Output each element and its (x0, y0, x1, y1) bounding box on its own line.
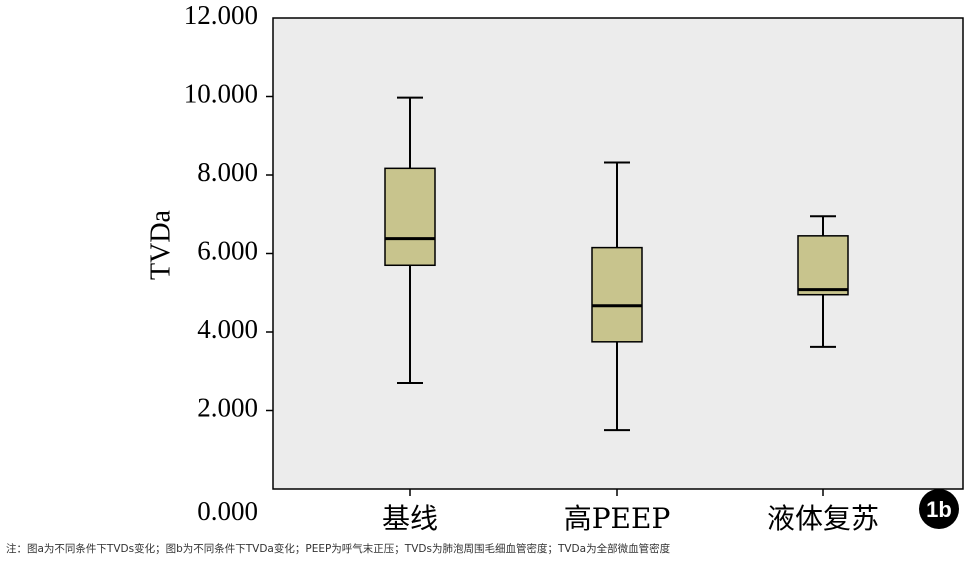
y-tick-label: 2.000 (197, 393, 258, 423)
y-axis: 0.000 2.000 4.000 6.000 8.000 10.000 12.000 (184, 0, 273, 526)
badge-circle (919, 489, 959, 529)
figure-badge: 1b (919, 489, 959, 529)
x-tick-label: 液体复苏 (767, 502, 879, 535)
box-series (384, 96, 849, 432)
x-axis: 基线 高PEEP 液体复苏 (382, 489, 879, 535)
y-tick-label: 12.000 (184, 0, 258, 30)
y-tick-label: 6.000 (197, 236, 258, 266)
box-group (384, 96, 436, 385)
y-tick-label: 0.000 (197, 496, 258, 526)
y-tick-label: 4.000 (197, 314, 258, 344)
badge-label: 1b (926, 497, 952, 522)
box-group (591, 161, 643, 432)
figure-caption: 注：图a为不同条件下TVDs变化；图b为不同条件下TVDa变化；PEEP为呼气末… (6, 543, 671, 555)
y-axis-title: TVDa (145, 209, 176, 280)
y-tick-label: 10.000 (184, 79, 258, 109)
y-tick-label: 8.000 (197, 157, 258, 187)
x-tick-label: 高PEEP (564, 502, 671, 535)
iqr-box (797, 235, 849, 296)
box-group (797, 215, 849, 348)
iqr-box (384, 167, 436, 267)
x-tick-label: 基线 (382, 502, 438, 535)
iqr-box (591, 246, 643, 343)
